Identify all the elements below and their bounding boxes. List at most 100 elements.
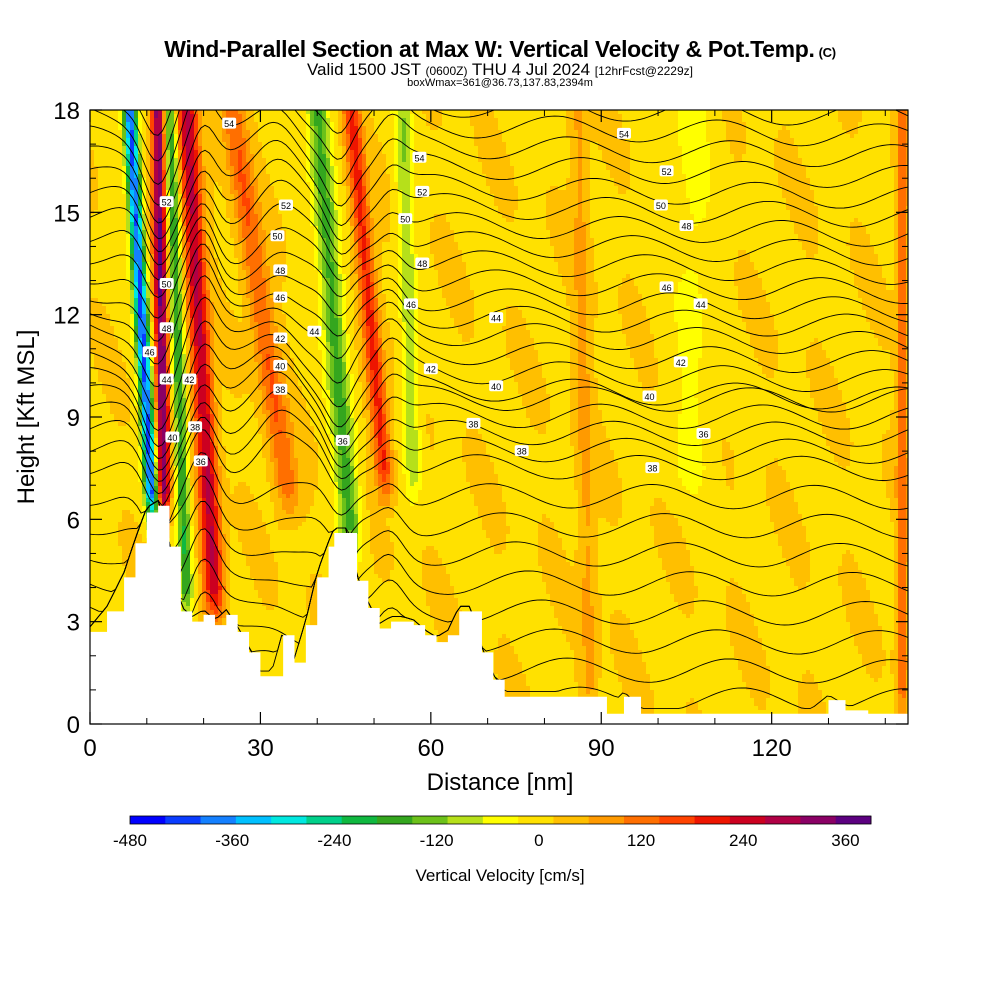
- velocity-cell: [630, 178, 635, 183]
- velocity-cell: [706, 126, 711, 131]
- velocity-cell: [298, 198, 303, 203]
- velocity-cell: [538, 130, 543, 135]
- velocity-cell: [338, 166, 343, 171]
- velocity-cell: [718, 146, 723, 151]
- velocity-cell: [562, 154, 567, 159]
- velocity-cell: [222, 174, 227, 179]
- velocity-cell: [274, 182, 279, 187]
- velocity-cell: [786, 158, 791, 163]
- velocity-cell: [210, 190, 215, 195]
- velocity-cell: [150, 202, 155, 207]
- velocity-cell: [434, 194, 439, 199]
- velocity-cell: [170, 170, 175, 175]
- velocity-cell: [750, 138, 755, 143]
- velocity-cell: [838, 194, 843, 199]
- velocity-cell: [642, 174, 647, 179]
- velocity-cell: [474, 154, 479, 159]
- velocity-cell: [458, 146, 463, 151]
- velocity-cell: [266, 206, 271, 211]
- velocity-cell: [898, 174, 903, 179]
- velocity-cell: [582, 170, 587, 175]
- velocity-cell: [298, 194, 303, 199]
- velocity-cell: [110, 142, 115, 147]
- velocity-cell: [362, 138, 367, 143]
- velocity-cell: [826, 198, 831, 203]
- velocity-cell: [770, 110, 775, 115]
- velocity-cell: [314, 182, 319, 187]
- velocity-cell: [854, 154, 859, 159]
- velocity-cell: [590, 170, 595, 175]
- velocity-cell: [450, 162, 455, 167]
- velocity-cell: [486, 142, 491, 147]
- velocity-cell: [450, 154, 455, 159]
- velocity-cell: [646, 162, 651, 167]
- velocity-cell: [770, 154, 775, 159]
- velocity-cell: [498, 166, 503, 171]
- velocity-cell: [866, 174, 871, 179]
- velocity-cell: [906, 194, 908, 199]
- velocity-cell: [686, 118, 691, 123]
- velocity-cell: [134, 166, 139, 171]
- velocity-cell: [810, 110, 815, 115]
- velocity-cell: [110, 202, 115, 207]
- velocity-cell: [782, 158, 787, 163]
- velocity-cell: [310, 170, 315, 175]
- velocity-cell: [838, 110, 843, 115]
- velocity-cell: [358, 198, 363, 203]
- velocity-cell: [722, 150, 727, 155]
- velocity-cell: [350, 110, 355, 115]
- velocity-cell: [510, 158, 515, 163]
- velocity-cell: [458, 162, 463, 167]
- velocity-cell: [862, 178, 867, 183]
- velocity-cell: [502, 134, 507, 139]
- velocity-cell: [842, 174, 847, 179]
- velocity-cell: [810, 170, 815, 175]
- velocity-cell: [522, 122, 527, 127]
- velocity-cell: [738, 154, 743, 159]
- velocity-cell: [482, 134, 487, 139]
- velocity-cell: [762, 126, 767, 131]
- velocity-cell: [798, 142, 803, 147]
- velocity-cell: [386, 166, 391, 171]
- velocity-cell: [570, 178, 575, 183]
- velocity-cell: [138, 174, 143, 179]
- velocity-cell: [242, 150, 247, 155]
- velocity-cell: [474, 190, 479, 195]
- velocity-cell: [126, 162, 131, 167]
- velocity-cell: [126, 146, 131, 151]
- velocity-cell: [486, 126, 491, 131]
- velocity-cell: [538, 146, 543, 151]
- velocity-cell: [318, 194, 323, 199]
- velocity-cell: [722, 194, 727, 199]
- velocity-cell: [274, 194, 279, 199]
- velocity-cell: [682, 110, 687, 115]
- velocity-cell: [522, 182, 527, 187]
- velocity-cell: [374, 186, 379, 191]
- velocity-cell: [254, 166, 259, 171]
- velocity-cell: [618, 178, 623, 183]
- velocity-cell: [774, 134, 779, 139]
- velocity-cell: [894, 122, 899, 127]
- velocity-cell: [766, 162, 771, 167]
- velocity-cell: [110, 126, 115, 131]
- velocity-cell: [154, 166, 159, 171]
- velocity-cell: [698, 142, 703, 147]
- velocity-cell: [742, 178, 747, 183]
- velocity-cell: [146, 194, 151, 199]
- velocity-cell: [462, 126, 467, 131]
- velocity-cell: [810, 150, 815, 155]
- velocity-cell: [130, 206, 135, 211]
- velocity-cell: [202, 150, 207, 155]
- velocity-cell: [658, 154, 663, 159]
- velocity-cell: [266, 178, 271, 183]
- velocity-cell: [834, 138, 839, 143]
- velocity-cell: [622, 174, 627, 179]
- velocity-cell: [578, 186, 583, 191]
- velocity-cell: [602, 198, 607, 203]
- velocity-cell: [878, 126, 883, 131]
- velocity-cell: [218, 154, 223, 159]
- velocity-cell: [782, 190, 787, 195]
- velocity-cell: [794, 114, 799, 119]
- velocity-cell: [674, 190, 679, 195]
- velocity-cell: [582, 150, 587, 155]
